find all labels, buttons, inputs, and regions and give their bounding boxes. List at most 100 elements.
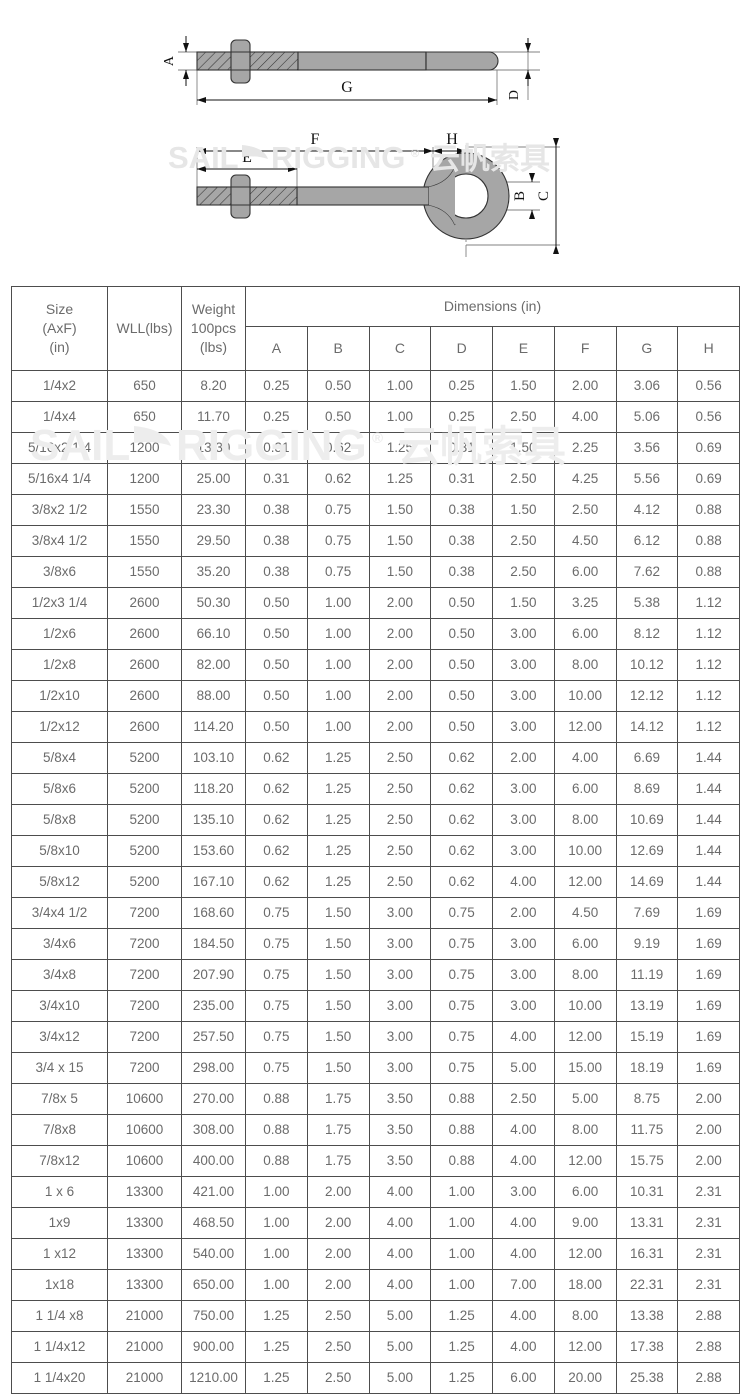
cell-H: 0.69 xyxy=(677,463,740,495)
cell-B: 1.50 xyxy=(306,1052,370,1084)
cell-wll: 10600 xyxy=(107,1114,182,1146)
cell-size: 1x9 xyxy=(11,1207,108,1239)
cell-C: 2.00 xyxy=(368,587,432,619)
cell-E: 4.00 xyxy=(492,866,555,898)
cell-weight: 257.50 xyxy=(181,1021,246,1053)
cell-weight: 153.60 xyxy=(181,835,246,867)
cell-weight: 540.00 xyxy=(181,1238,246,1270)
cell-A: 0.38 xyxy=(245,556,308,588)
cell-weight: 167.10 xyxy=(181,866,246,898)
cell-size: 1 1/4x12 xyxy=(11,1331,108,1363)
cell-H: 2.88 xyxy=(677,1331,740,1363)
cell-D: 0.50 xyxy=(430,649,493,681)
cell-C: 2.50 xyxy=(368,773,432,805)
cell-B: 1.25 xyxy=(306,866,370,898)
cell-C: 2.50 xyxy=(368,804,432,836)
cell-weight: 400.00 xyxy=(181,1145,246,1177)
cell-F: 12.00 xyxy=(553,866,617,898)
cell-A: 0.50 xyxy=(245,649,308,681)
cell-wll: 650 xyxy=(107,370,182,402)
cell-A: 1.00 xyxy=(245,1207,308,1239)
cell-F: 12.00 xyxy=(553,1021,617,1053)
table-header: Size (AxF) (in) WLL(lbs) Weight 100pcs (… xyxy=(11,286,740,371)
cell-size: 5/8x10 xyxy=(11,835,108,867)
cell-weight: 650.00 xyxy=(181,1269,246,1301)
cell-A: 0.62 xyxy=(245,742,308,774)
cell-C: 4.00 xyxy=(368,1207,432,1239)
table-row: 1/4x2 650 8.20 0.25 0.50 1.00 0.25 1.50 2.00 3.06… xyxy=(11,370,740,402)
cell-C: 3.00 xyxy=(368,897,432,929)
cell-size: 5/8x4 xyxy=(11,742,108,774)
table-row: 1/2x6 2600 66.10 0.50 1.00 2.00 0.50 3.00 6.00 8.… xyxy=(11,618,740,650)
cell-B: 1.00 xyxy=(306,649,370,681)
cell-size: 5/16x4 1/4 xyxy=(11,463,108,495)
cell-C: 1.50 xyxy=(368,525,432,557)
column-header-C: C xyxy=(368,326,432,371)
cell-size: 1 1/4 x8 xyxy=(11,1300,108,1332)
cell-weight: 235.00 xyxy=(181,990,246,1022)
cell-C: 3.00 xyxy=(368,928,432,960)
cell-D: 0.50 xyxy=(430,680,493,712)
cell-G: 13.19 xyxy=(615,990,679,1022)
table-row: 3/4x10 7200 235.00 0.75 1.50 3.00 0.75 3.00 10.0… xyxy=(11,990,740,1022)
cell-C: 4.00 xyxy=(368,1176,432,1208)
cell-D: 0.88 xyxy=(430,1083,493,1115)
cell-G: 10.31 xyxy=(615,1176,679,1208)
weight-header-line-1: Weight xyxy=(191,301,236,318)
cell-D: 0.62 xyxy=(430,804,493,836)
cell-weight: 168.60 xyxy=(181,897,246,929)
cell-G: 11.19 xyxy=(615,959,679,991)
machinery-eye-bolt-side-view-drawing: F E H B C xyxy=(196,131,560,257)
cell-E: 2.50 xyxy=(492,463,555,495)
cell-wll: 5200 xyxy=(107,742,182,774)
table-row: 5/8x12 5200 167.10 0.62 1.25 2.50 0.62 4.00 12.0… xyxy=(11,866,740,898)
cell-H: 2.00 xyxy=(677,1114,740,1146)
cell-C: 2.00 xyxy=(368,618,432,650)
cell-H: 1.69 xyxy=(677,1021,740,1053)
cell-wll: 5200 xyxy=(107,773,182,805)
table-row: 1 1/4x12 21000 900.00 1.25 2.50 5.00 1.25 4.00 1… xyxy=(11,1331,740,1363)
cell-B: 1.50 xyxy=(306,990,370,1022)
cell-D: 1.25 xyxy=(430,1362,493,1394)
cell-B: 0.75 xyxy=(306,494,370,526)
cell-weight: 118.20 xyxy=(181,773,246,805)
cell-G: 9.19 xyxy=(615,928,679,960)
cell-G: 6.69 xyxy=(615,742,679,774)
cell-E: 1.50 xyxy=(492,587,555,619)
cell-D: 0.88 xyxy=(430,1145,493,1177)
table-row: 1/4x4 650 11.70 0.25 0.50 1.00 0.25 2.50 4.00 5.0… xyxy=(11,401,740,433)
cell-C: 3.00 xyxy=(368,959,432,991)
cell-D: 1.00 xyxy=(430,1238,493,1270)
cell-A: 0.62 xyxy=(245,866,308,898)
cell-E: 4.00 xyxy=(492,1238,555,1270)
size-header-line-3: (in) xyxy=(49,338,70,355)
cell-H: 1.44 xyxy=(677,835,740,867)
cell-A: 0.50 xyxy=(245,587,308,619)
cell-E: 3.00 xyxy=(492,773,555,805)
cell-F: 9.00 xyxy=(553,1207,617,1239)
table-row: 1x9 13300 468.50 1.00 2.00 4.00 1.00 4.00 9.00 13… xyxy=(11,1207,740,1239)
cell-weight: 50.30 xyxy=(181,587,246,619)
column-header-wll: WLL(lbs) xyxy=(107,286,182,371)
cell-D: 0.38 xyxy=(430,525,493,557)
column-header-F: F xyxy=(553,326,617,371)
cell-H: 2.88 xyxy=(677,1300,740,1332)
cell-F: 4.25 xyxy=(553,463,617,495)
cell-wll: 5200 xyxy=(107,804,182,836)
cell-wll: 5200 xyxy=(107,866,182,898)
cell-A: 0.88 xyxy=(245,1114,308,1146)
table-row: 1/2x10 2600 88.00 0.50 1.00 2.00 0.50 3.00 10.00… xyxy=(11,680,740,712)
cell-D: 1.00 xyxy=(430,1269,493,1301)
cell-wll: 7200 xyxy=(107,897,182,929)
column-header-E: E xyxy=(492,326,555,371)
cell-A: 1.25 xyxy=(245,1300,308,1332)
cell-A: 1.00 xyxy=(245,1176,308,1208)
cell-weight: 11.70 xyxy=(181,401,246,433)
cell-A: 0.75 xyxy=(245,1021,308,1053)
cell-A: 0.75 xyxy=(245,897,308,929)
cell-weight: 1210.00 xyxy=(181,1362,246,1394)
cell-size: 1/2x6 xyxy=(11,618,108,650)
table-row: 3/8x4 1/2 1550 29.50 0.38 0.75 1.50 0.38 2.50 4.… xyxy=(11,525,740,557)
cell-F: 18.00 xyxy=(553,1269,617,1301)
cell-F: 12.00 xyxy=(553,1331,617,1363)
